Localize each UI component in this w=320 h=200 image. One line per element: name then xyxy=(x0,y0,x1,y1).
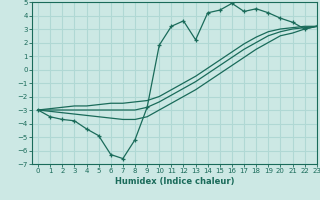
X-axis label: Humidex (Indice chaleur): Humidex (Indice chaleur) xyxy=(115,177,234,186)
